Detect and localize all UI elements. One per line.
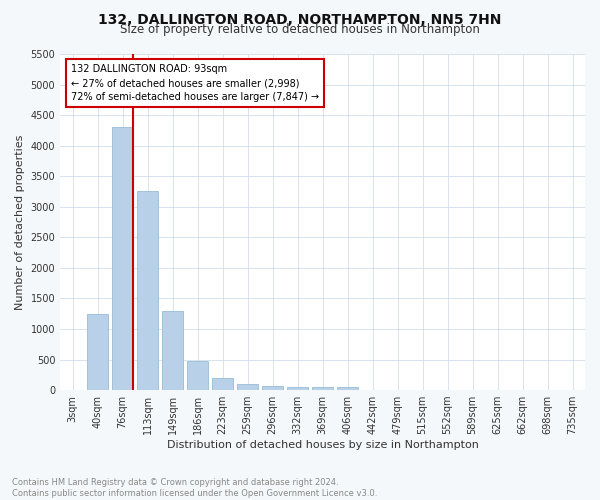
Bar [87, 314, 108, 390]
Bar [237, 384, 258, 390]
Text: 132 DALLINGTON ROAD: 93sqm
← 27% of detached houses are smaller (2,998)
72% of s: 132 DALLINGTON ROAD: 93sqm ← 27% of deta… [71, 64, 319, 102]
Y-axis label: Number of detached properties: Number of detached properties [15, 134, 25, 310]
Text: Contains HM Land Registry data © Crown copyright and database right 2024.
Contai: Contains HM Land Registry data © Crown c… [12, 478, 377, 498]
Bar [287, 387, 308, 390]
Bar [112, 128, 133, 390]
Bar [212, 378, 233, 390]
Bar [337, 387, 358, 390]
X-axis label: Distribution of detached houses by size in Northampton: Distribution of detached houses by size … [167, 440, 479, 450]
Text: 132, DALLINGTON ROAD, NORTHAMPTON, NN5 7HN: 132, DALLINGTON ROAD, NORTHAMPTON, NN5 7… [98, 12, 502, 26]
Bar [187, 361, 208, 390]
Bar [162, 310, 183, 390]
Bar [262, 386, 283, 390]
Bar [137, 192, 158, 390]
Text: Size of property relative to detached houses in Northampton: Size of property relative to detached ho… [120, 22, 480, 36]
Bar [312, 387, 333, 390]
